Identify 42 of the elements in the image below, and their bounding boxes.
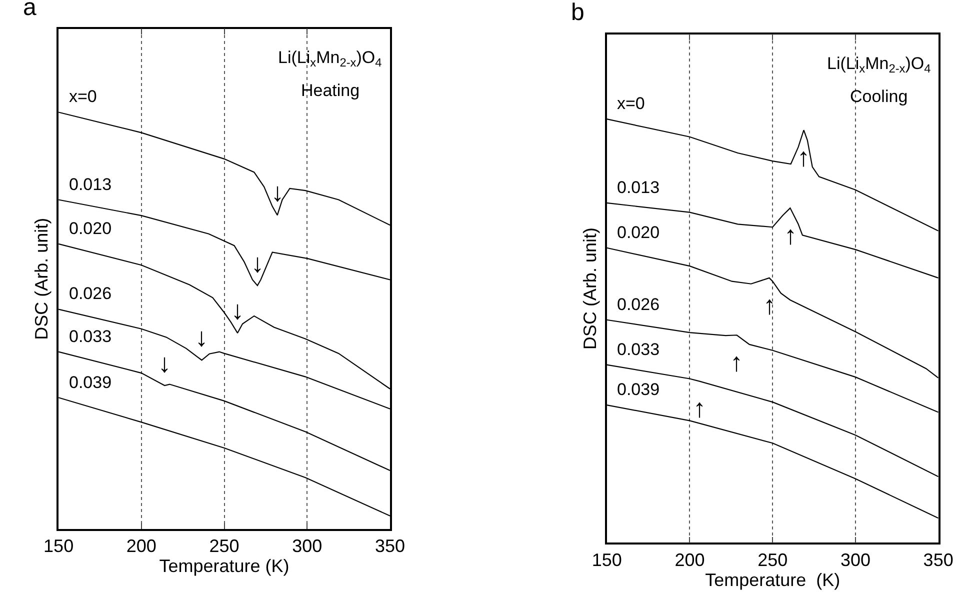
text: Cooling: [850, 87, 908, 106]
x-tick-label: 250: [758, 550, 788, 570]
annotation: ↓: [271, 177, 284, 207]
annotation: ↑: [797, 142, 810, 172]
series-label: 0.020: [617, 223, 660, 242]
annotation: ↓: [251, 248, 264, 278]
series-label: x=0: [69, 87, 97, 106]
x-tick-label: 200: [674, 550, 705, 570]
series-label: 0.013: [617, 178, 660, 197]
annotation: ↓: [231, 295, 244, 325]
series-label: 0.026: [617, 295, 660, 314]
annotation: ↓: [195, 322, 208, 352]
series-label: 0.020: [69, 219, 112, 238]
x-tick-label: 150: [592, 550, 622, 570]
series-label: x=0: [617, 94, 645, 113]
series-label: 0.039: [69, 373, 112, 392]
annotation: ↓: [158, 348, 171, 378]
chart-title: a: [23, 0, 37, 21]
x-tick-label: 350: [923, 550, 954, 570]
x-tick-label: 350: [374, 536, 406, 556]
annotation: ↑: [730, 347, 743, 377]
x-tick-label: 150: [44, 536, 74, 556]
series-label: 0.033: [69, 327, 112, 346]
text: Li(Li$_{x}$Mn$_{2-x}$)O$_{4}$: [827, 54, 932, 76]
text: Heating: [301, 81, 360, 100]
x-axis-title: Temperature (K): [159, 556, 290, 576]
series-label: 0.033: [617, 340, 660, 359]
x-tick-label: 300: [840, 550, 870, 570]
series-label: 0.026: [69, 284, 112, 303]
x-tick-label: 200: [126, 536, 156, 556]
chart-title: b: [571, 0, 584, 26]
series-label: 0.013: [69, 175, 112, 194]
text: Li(Li$_{x}$Mn$_{2-x}$)O$_{4}$: [278, 48, 382, 70]
series-label: 0.039: [617, 380, 660, 399]
y-axis-title: DSC (Arb. unit): [580, 228, 600, 350]
annotation: ↑: [693, 393, 706, 423]
x-tick-label: 300: [292, 536, 322, 556]
x-tick-label: 250: [209, 536, 240, 556]
x-axis-title: Temperature (K): [705, 570, 840, 590]
y-axis-title: DSC (Arb. unit): [32, 218, 52, 340]
annotation: ↑: [763, 290, 776, 320]
annotation: ↑: [784, 220, 797, 250]
